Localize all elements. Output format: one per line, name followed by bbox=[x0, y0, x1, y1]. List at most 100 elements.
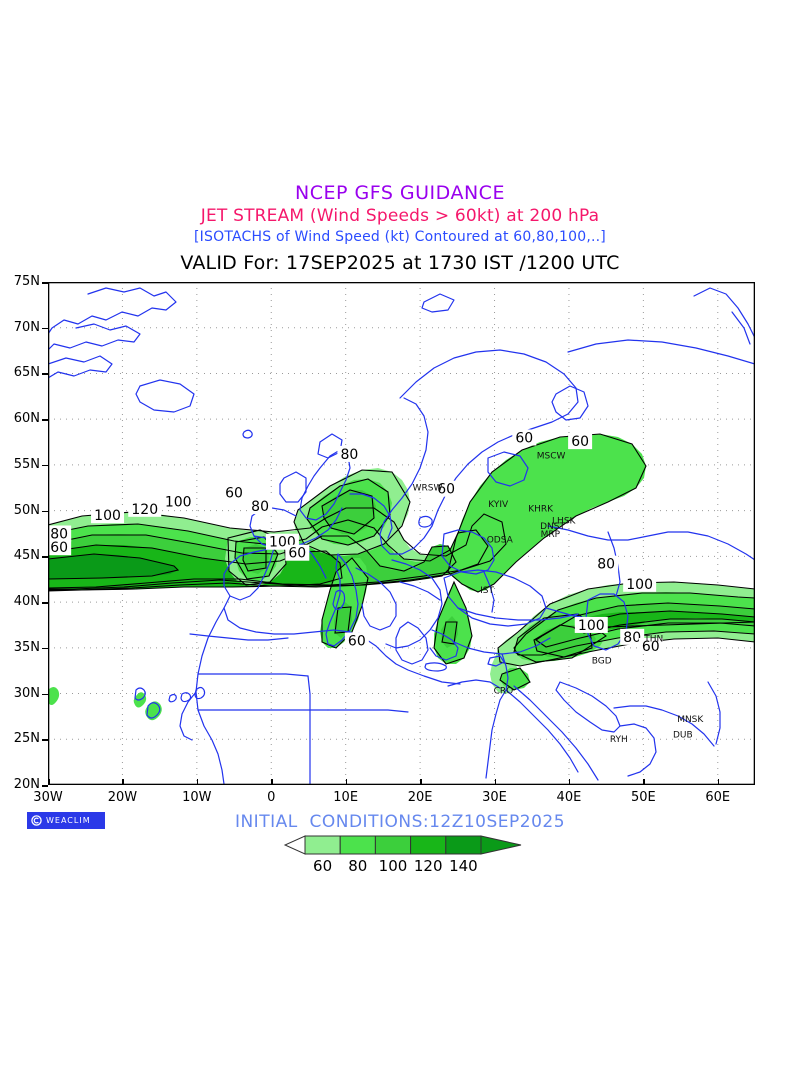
copyright-icon bbox=[31, 815, 42, 826]
coast-black-sea bbox=[443, 569, 547, 627]
contour-label: 80 bbox=[248, 498, 273, 515]
city-label: MSCW bbox=[537, 452, 566, 462]
coast-egypt-nile bbox=[485, 699, 501, 779]
colorbar-right-arrow bbox=[480, 835, 522, 855]
coast-persian-gulf bbox=[555, 681, 621, 733]
coast-azores bbox=[134, 687, 146, 701]
coast-dnieper bbox=[483, 571, 495, 613]
contour-label-bg bbox=[285, 544, 310, 561]
contour-line-60-nw-europe bbox=[293, 469, 411, 556]
city-label: IST bbox=[480, 586, 494, 596]
contour-label: 60 bbox=[512, 429, 537, 446]
longitude-tick bbox=[568, 779, 571, 785]
contour-line-60-scandinavia bbox=[447, 433, 647, 593]
longitude-tick bbox=[122, 779, 124, 785]
longitude-tick-label: 0 bbox=[267, 790, 276, 805]
isotach-fill-140 bbox=[48, 554, 178, 579]
latitude-tick-label: 30N bbox=[13, 685, 40, 701]
latitude-tick bbox=[42, 282, 48, 284]
contour-line-60-italy bbox=[321, 557, 369, 649]
contour-label-text: 100 bbox=[165, 494, 192, 510]
colorbar-swatch bbox=[304, 835, 341, 855]
city-label: MRP bbox=[541, 530, 561, 540]
coast-canary-3 bbox=[194, 686, 206, 700]
coast-iran-s bbox=[613, 705, 715, 747]
city-label: WRSW bbox=[413, 484, 443, 494]
initial-conditions-label: INITIAL CONDITIONS:12Z10SEP2025 bbox=[234, 812, 566, 832]
city-label: LHSK bbox=[552, 516, 576, 526]
contour-line-80-nw-europe bbox=[306, 478, 391, 546]
coast-baltic-islands bbox=[418, 515, 433, 528]
longitude-tick bbox=[345, 779, 348, 785]
contour-label-text: 60 bbox=[571, 434, 589, 450]
valid-time-label: VALID For: 17SEP2025 at 1730 IST /1200 U… bbox=[180, 252, 620, 274]
contour-label-text: 80 bbox=[623, 630, 641, 646]
longitude-tick-label: 30W bbox=[33, 790, 63, 805]
contour-label-bg bbox=[638, 637, 663, 654]
colorbar-left-arrow bbox=[283, 835, 306, 855]
coast-levant bbox=[499, 653, 509, 701]
longitude-tick-label: 50E bbox=[630, 790, 656, 805]
contour-label-text: 100 bbox=[626, 577, 653, 593]
coast-canary-1 bbox=[168, 693, 177, 703]
coast-arctic-russia bbox=[567, 339, 755, 365]
weaclim-logo: WEACLIM bbox=[27, 812, 105, 829]
latitude-tick bbox=[42, 464, 48, 467]
latitude-tick-label: 55N bbox=[13, 456, 40, 472]
longitude-tick-label: 10E bbox=[333, 790, 359, 805]
contour-line-60-iberia bbox=[227, 529, 287, 586]
city-label: KYIV bbox=[488, 500, 509, 510]
longitude-tick bbox=[271, 779, 273, 785]
latitude-tick bbox=[42, 785, 48, 787]
contour-label: 80 bbox=[594, 555, 619, 573]
contour-label: 100 bbox=[161, 493, 195, 510]
coast-norway bbox=[399, 349, 579, 527]
coast-svalbard bbox=[421, 293, 455, 313]
coast-nw-africa bbox=[195, 607, 225, 785]
contour-label-text: 60 bbox=[225, 485, 243, 501]
contour-label-text: 60 bbox=[642, 639, 660, 655]
latitude-tick bbox=[42, 556, 48, 558]
coast-baltic-east bbox=[441, 529, 495, 575]
contour-line-60-me-south bbox=[497, 631, 755, 667]
contour-label-text: 60 bbox=[437, 482, 455, 498]
contour-label-text: 80 bbox=[251, 499, 269, 515]
longitude-tick-label: 20E bbox=[407, 790, 433, 805]
contour-line-120-atlantic bbox=[48, 544, 343, 592]
city-label: DNST bbox=[540, 522, 565, 532]
coast-sweden-baltic bbox=[379, 397, 433, 555]
coast-italy bbox=[325, 553, 359, 647]
contour-line-60-atlantic bbox=[48, 507, 507, 589]
coast-danube bbox=[399, 581, 441, 601]
coast-africa-interior bbox=[189, 633, 289, 641]
colorbar-swatch bbox=[374, 835, 412, 855]
coast-white-sea bbox=[551, 385, 589, 421]
latitude-tick bbox=[42, 647, 48, 650]
city-label: CRO bbox=[494, 687, 514, 697]
city-label: KHRK bbox=[528, 505, 554, 515]
coast-africa-border3 bbox=[307, 675, 311, 785]
contour-label-bg bbox=[623, 575, 657, 592]
city-label: DUB bbox=[673, 730, 693, 740]
contour-label-bg bbox=[512, 429, 537, 446]
latitude-tick bbox=[42, 693, 48, 696]
contour-line-60-levant bbox=[499, 667, 531, 691]
contour-line-80-iberia bbox=[234, 536, 279, 580]
isotach-fill-60-azores bbox=[48, 687, 60, 705]
latitude-tick-label: 70N bbox=[13, 319, 40, 335]
latitude-tick bbox=[42, 327, 48, 330]
city-label: RYH bbox=[610, 735, 628, 745]
contour-label-bg bbox=[91, 507, 125, 524]
contour-label: 120 bbox=[128, 500, 162, 518]
colorbar-swatch bbox=[410, 835, 447, 855]
map-plot-area: 60 80 100 120 100 60 80 100 60 80 60 60 60 60 80 100 100… bbox=[48, 282, 755, 785]
coast-greenland-2 bbox=[48, 323, 141, 351]
latitude-tick-label: 75N bbox=[13, 274, 40, 289]
contour-line-100-me bbox=[541, 602, 755, 637]
latitude-tick bbox=[42, 373, 48, 375]
contour-line-100-nw-europe bbox=[321, 489, 375, 535]
contour-label: 60 bbox=[434, 480, 459, 498]
longitude-tick-label: 10W bbox=[182, 790, 212, 805]
contour-label: 60 bbox=[222, 484, 247, 501]
